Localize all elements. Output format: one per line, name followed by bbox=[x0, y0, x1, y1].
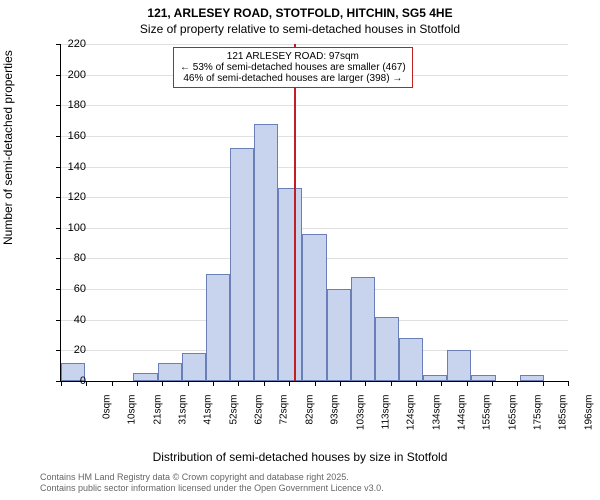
x-tick-mark bbox=[416, 381, 417, 386]
y-tick-label: 120 bbox=[68, 191, 86, 203]
y-tick-label: 160 bbox=[68, 130, 86, 142]
x-tick-label: 93sqm bbox=[330, 395, 341, 445]
y-axis-label: Number of semi-detached properties bbox=[1, 50, 15, 245]
histogram-bar bbox=[182, 353, 206, 381]
y-tick-label: 0 bbox=[80, 375, 86, 387]
y-tick-mark bbox=[56, 75, 61, 76]
histogram-bar bbox=[158, 363, 182, 381]
annotation-line: ← 53% of semi-detached houses are smalle… bbox=[180, 62, 406, 73]
x-tick-mark bbox=[162, 381, 163, 386]
y-tick-mark bbox=[56, 197, 61, 198]
x-tick-label: 124sqm bbox=[406, 395, 417, 445]
x-tick-label: 165sqm bbox=[507, 395, 518, 445]
histogram-bar bbox=[423, 375, 447, 381]
x-tick-label: 144sqm bbox=[456, 395, 467, 445]
x-tick-label: 185sqm bbox=[558, 395, 569, 445]
x-tick-label: 31sqm bbox=[178, 395, 189, 445]
x-tick-mark bbox=[492, 381, 493, 386]
x-tick-label: 134sqm bbox=[431, 395, 442, 445]
x-tick-label: 103sqm bbox=[355, 395, 366, 445]
x-tick-mark bbox=[568, 381, 569, 386]
x-tick-mark bbox=[238, 381, 239, 386]
x-tick-mark bbox=[467, 381, 468, 386]
x-tick-mark bbox=[61, 381, 62, 386]
gridline bbox=[61, 105, 568, 106]
histogram-bar bbox=[254, 124, 278, 381]
chart-subtitle: Size of property relative to semi-detach… bbox=[0, 22, 600, 36]
x-tick-mark bbox=[188, 381, 189, 386]
x-tick-mark bbox=[264, 381, 265, 386]
y-tick-label: 100 bbox=[68, 222, 86, 234]
x-tick-mark bbox=[340, 381, 341, 386]
x-tick-mark bbox=[315, 381, 316, 386]
x-tick-label: 10sqm bbox=[127, 395, 138, 445]
histogram-bar bbox=[520, 375, 544, 381]
x-axis-label: Distribution of semi-detached houses by … bbox=[0, 450, 600, 464]
y-tick-mark bbox=[56, 105, 61, 106]
footer-attribution: Contains HM Land Registry data © Crown c… bbox=[40, 472, 384, 494]
y-tick-label: 140 bbox=[68, 161, 86, 173]
y-tick-label: 60 bbox=[74, 283, 86, 295]
x-tick-label: 196sqm bbox=[583, 395, 594, 445]
y-tick-label: 80 bbox=[74, 252, 86, 264]
x-tick-label: 52sqm bbox=[228, 395, 239, 445]
chart-title: 121, ARLESEY ROAD, STOTFOLD, HITCHIN, SG… bbox=[0, 6, 600, 20]
gridline bbox=[61, 44, 568, 45]
annotation-line: 121 ARLESEY ROAD: 97sqm bbox=[180, 51, 406, 62]
x-tick-mark bbox=[543, 381, 544, 386]
y-tick-label: 20 bbox=[74, 344, 86, 356]
histogram-bar bbox=[278, 188, 302, 381]
x-tick-mark bbox=[289, 381, 290, 386]
x-tick-label: 41sqm bbox=[203, 395, 214, 445]
y-tick-label: 220 bbox=[68, 38, 86, 50]
y-tick-mark bbox=[56, 136, 61, 137]
histogram-bar bbox=[447, 350, 471, 381]
gridline bbox=[61, 197, 568, 198]
footer-line: Contains public sector information licen… bbox=[40, 483, 384, 494]
annotation-box: 121 ARLESEY ROAD: 97sqm← 53% of semi-det… bbox=[173, 47, 413, 88]
y-tick-label: 200 bbox=[68, 69, 86, 81]
x-tick-mark bbox=[137, 381, 138, 386]
x-tick-label: 21sqm bbox=[152, 395, 163, 445]
x-tick-mark bbox=[391, 381, 392, 386]
x-tick-label: 82sqm bbox=[304, 395, 315, 445]
histogram-bar bbox=[302, 234, 326, 381]
gridline bbox=[61, 136, 568, 137]
x-tick-label: 0sqm bbox=[102, 395, 113, 445]
x-tick-label: 113sqm bbox=[380, 395, 391, 445]
x-tick-mark bbox=[517, 381, 518, 386]
gridline bbox=[61, 228, 568, 229]
x-tick-label: 175sqm bbox=[532, 395, 543, 445]
gridline bbox=[61, 167, 568, 168]
y-tick-mark bbox=[56, 44, 61, 45]
x-tick-mark bbox=[213, 381, 214, 386]
histogram-bar bbox=[375, 317, 399, 381]
x-tick-label: 72sqm bbox=[279, 395, 290, 445]
y-tick-mark bbox=[56, 258, 61, 259]
histogram-bar bbox=[206, 274, 230, 381]
histogram-bar bbox=[327, 289, 351, 381]
marker-line bbox=[294, 44, 296, 381]
y-tick-mark bbox=[56, 350, 61, 351]
chart-container: 121, ARLESEY ROAD, STOTFOLD, HITCHIN, SG… bbox=[0, 0, 600, 500]
footer-line: Contains HM Land Registry data © Crown c… bbox=[40, 472, 384, 483]
x-tick-label: 62sqm bbox=[254, 395, 265, 445]
y-tick-mark bbox=[56, 320, 61, 321]
y-tick-label: 180 bbox=[68, 99, 86, 111]
x-tick-mark bbox=[441, 381, 442, 386]
x-tick-mark bbox=[112, 381, 113, 386]
annotation-line: 46% of semi-detached houses are larger (… bbox=[180, 73, 406, 84]
x-tick-mark bbox=[365, 381, 366, 386]
y-tick-label: 40 bbox=[74, 314, 86, 326]
histogram-bar bbox=[399, 338, 423, 381]
x-tick-label: 155sqm bbox=[482, 395, 493, 445]
x-tick-mark bbox=[86, 381, 87, 386]
y-tick-mark bbox=[56, 289, 61, 290]
plot-area: 121 ARLESEY ROAD: 97sqm← 53% of semi-det… bbox=[60, 44, 568, 382]
histogram-bar bbox=[351, 277, 375, 381]
y-tick-mark bbox=[56, 228, 61, 229]
histogram-bar bbox=[230, 148, 254, 381]
y-tick-mark bbox=[56, 167, 61, 168]
histogram-bar bbox=[133, 373, 157, 381]
